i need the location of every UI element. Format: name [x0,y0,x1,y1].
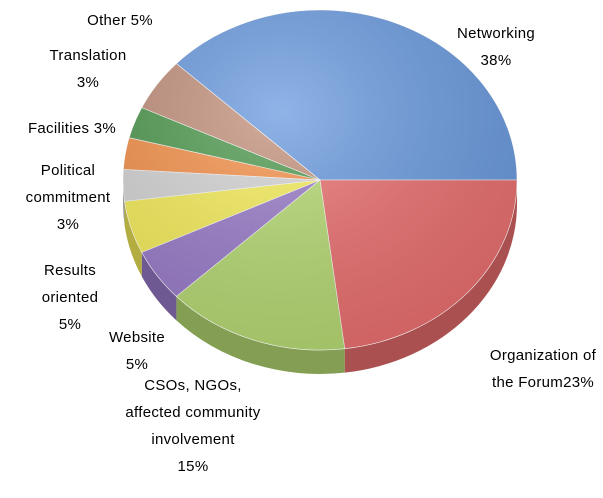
pie-slice [319,179,518,349]
category-label: Website [108,329,165,346]
category-label: Translation [49,47,127,64]
value-label: 5% [58,316,82,333]
category-label: Organization of the Forum [489,347,597,391]
category-label: Political commitment [25,162,111,206]
slice-label: Political commitment 3% [4,157,132,238]
slice-label: Networking 38% [440,20,552,74]
slice-label: Other 5% [72,7,168,34]
category-label: Networking [456,25,536,42]
value-label: 3% [93,120,117,137]
value-label: 38% [480,52,512,69]
value-label: 5% [130,12,153,29]
value-label: 23% [563,374,594,391]
slice-label: Facilities 3% [12,115,132,142]
slice-label: CSOs, NGOs, affected community involveme… [118,372,268,480]
category-label: Facilities [27,120,90,137]
category-label: Results oriented [41,262,99,306]
slice-label: Organization of the Forum23% [478,342,603,396]
slice-label: Website 5% [92,324,182,378]
value-label: 5% [125,356,149,373]
slice-label: Translation 3% [30,42,146,96]
category-label: CSOs, NGOs, affected community involveme… [125,377,261,448]
slice-label: Results oriented 5% [18,257,122,338]
value-label: 3% [76,74,100,91]
value-label: 3% [56,216,80,233]
category-label: Other [87,12,127,29]
value-label: 15% [177,458,209,475]
pie-side [176,296,345,374]
